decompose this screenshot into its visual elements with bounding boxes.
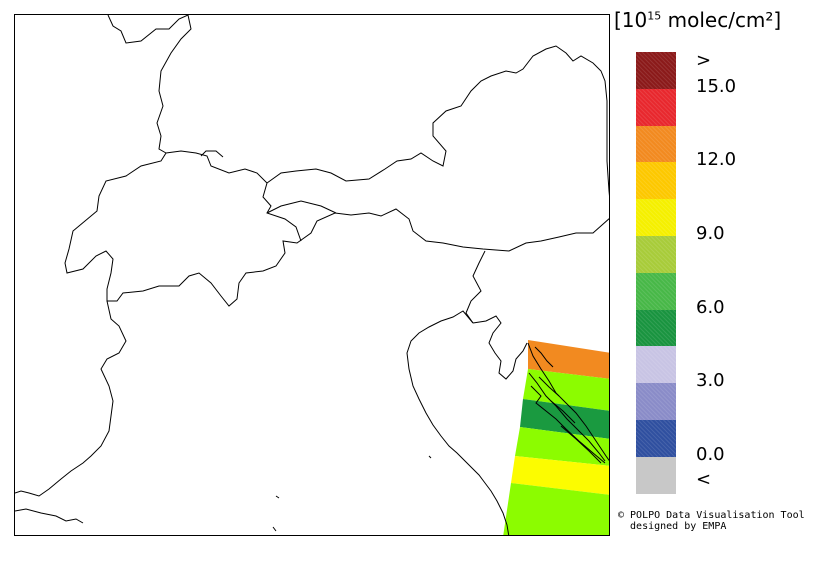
legend-swatch	[636, 88, 676, 126]
coastline	[527, 342, 609, 462]
swath-band-yellow	[511, 456, 609, 495]
legend-swatch	[636, 199, 676, 236]
credit-text: © POLPO Data Visualisation Tool designed…	[618, 510, 805, 532]
coastline	[406, 310, 510, 535]
legend-tick-label: 0.0	[696, 443, 725, 465]
legend-swatch	[636, 162, 676, 200]
legend-swatch	[636, 456, 676, 494]
border-line	[200, 150, 224, 158]
map-canvas	[15, 15, 609, 535]
border-line	[64, 15, 609, 307]
legend-tick-label: 9.0	[696, 223, 725, 244]
credit-line-2: designed by EMPA	[618, 521, 727, 532]
coastline	[534, 346, 602, 464]
legend-swatch	[636, 52, 676, 89]
border-line	[107, 15, 189, 44]
credit-line-1: © POLPO Data Visualisation Tool	[618, 510, 805, 521]
border-line	[15, 508, 84, 524]
legend-swatch	[636, 383, 676, 420]
legend-tick-label: 15.0	[696, 75, 737, 97]
satellite-swath	[503, 340, 609, 535]
swath-band-orange	[528, 340, 609, 379]
border-line	[266, 200, 337, 214]
legend-tick-label: <	[696, 468, 712, 490]
map-borders	[15, 15, 609, 535]
legend-tick-label: 6.0	[696, 296, 725, 318]
swath-band-green	[523, 369, 609, 411]
legend-tick-label: 12.0	[696, 149, 737, 171]
coastline	[272, 455, 432, 532]
legend-swatch	[636, 419, 676, 457]
legend-swatch	[636, 346, 676, 384]
coastline	[472, 315, 528, 380]
color-legend	[636, 52, 676, 494]
legend-swatch	[636, 235, 676, 273]
coastline	[528, 372, 606, 462]
map-panel	[14, 14, 610, 536]
border-line	[266, 45, 609, 197]
swath-band-green	[515, 427, 609, 466]
swath-band-green	[503, 483, 609, 535]
border-line	[15, 300, 127, 497]
legend-swatch	[636, 125, 676, 163]
border-line	[165, 150, 302, 242]
border-line	[465, 250, 486, 324]
legend-tick-label: >	[696, 50, 712, 71]
swath-band-darkgreen	[520, 399, 609, 439]
coastline	[530, 385, 606, 464]
legend-unit-label: [1015 molec/cm²]	[614, 8, 782, 32]
legend-tick-label: 3.0	[696, 370, 725, 392]
legend-swatch	[636, 309, 676, 347]
legend-swatch	[636, 272, 676, 310]
